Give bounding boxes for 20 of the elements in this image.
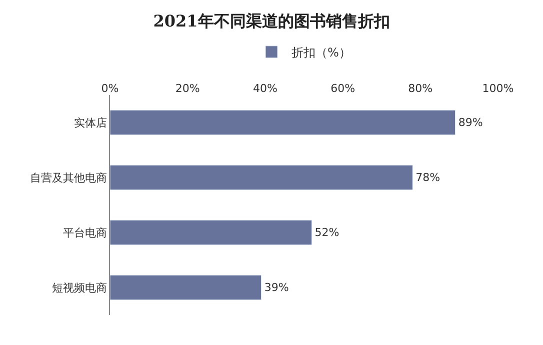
y-tick-label: 平台电商: [62, 226, 107, 240]
x-tick-label: 100%: [482, 82, 514, 95]
x-tick-label: 40%: [252, 82, 278, 95]
data-label: 52%: [314, 226, 340, 240]
bar: [110, 274, 262, 300]
legend-label: 折扣（%）: [292, 46, 351, 60]
y-tick-label: 短视频电商: [52, 281, 107, 294]
x-tick-label: 80%: [408, 82, 433, 95]
bar: [110, 110, 456, 136]
x-tick-label: 0%: [101, 82, 119, 95]
chart-title: 2021年不同渠道的图书销售折扣: [153, 12, 390, 31]
x-tick-label: 60%: [330, 82, 356, 95]
y-tick-label: 自营及其他电商: [30, 171, 107, 184]
bar: [110, 164, 413, 190]
data-label: 89%: [458, 116, 483, 130]
x-tick-label: 20%: [175, 82, 200, 95]
data-label: 39%: [264, 281, 289, 294]
data-label: 78%: [416, 171, 440, 184]
bar: [110, 220, 312, 246]
y-tick-label: 实体店: [74, 116, 107, 130]
